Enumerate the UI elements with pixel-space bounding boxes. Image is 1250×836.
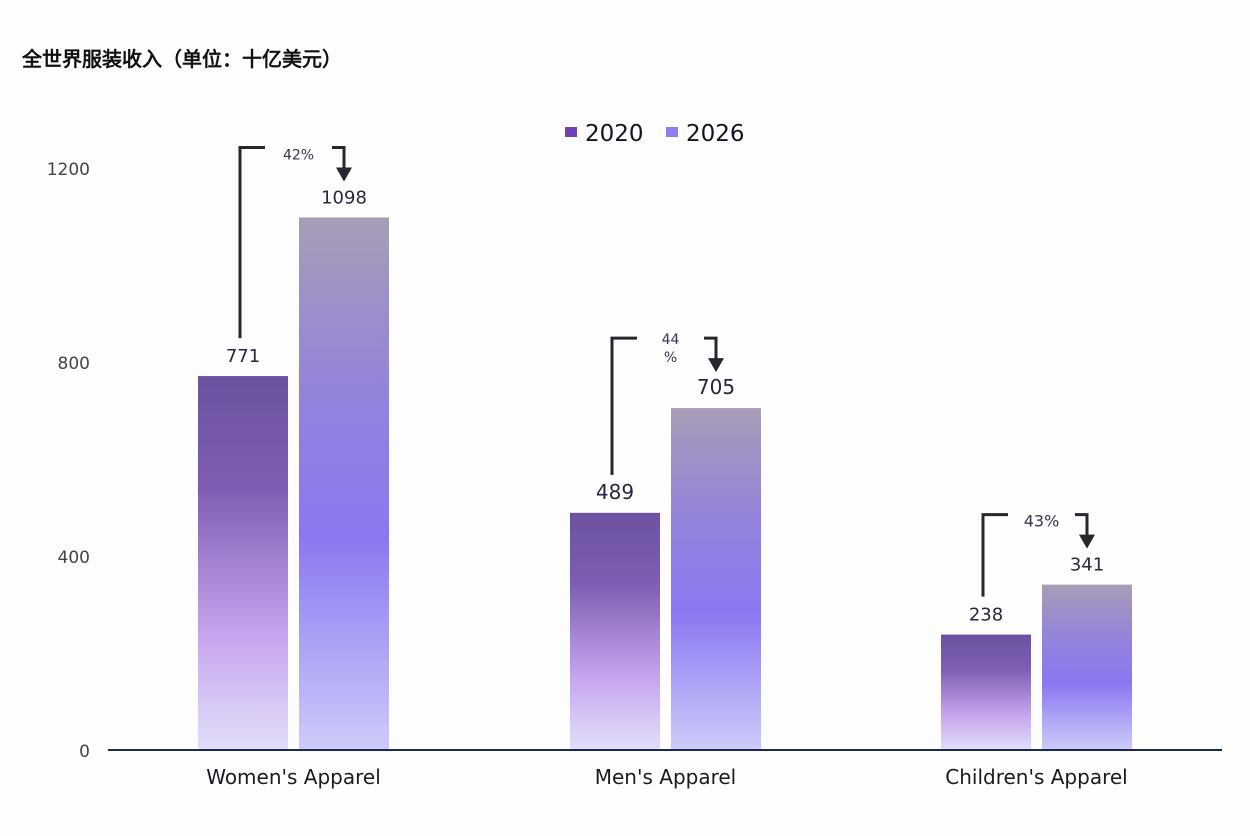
x-axis: Women's Apparel Men's Apparel Children's A… <box>206 765 1128 789</box>
bar-2026 <box>1042 584 1132 750</box>
data-label-2020: 489 <box>596 480 634 504</box>
x-tick-label: Children's Apparel <box>945 765 1127 789</box>
legend-label-2020: 2020 <box>585 121 644 147</box>
bar-2026 <box>299 217 389 751</box>
data-label-2026: 341 <box>1070 555 1104 576</box>
growth-bracket-left <box>981 513 1008 597</box>
bar-2020 <box>941 634 1031 750</box>
y-axis: 0 400 800 1200 <box>47 160 90 762</box>
bar-2026 <box>671 408 761 750</box>
legend-swatch-2026 <box>666 127 678 137</box>
growth-bracket-left <box>238 145 265 339</box>
growth-label: 42% <box>283 147 314 163</box>
growth-bracket-right <box>1075 513 1089 537</box>
arrow-down-icon <box>1079 534 1095 549</box>
data-label-2020: 238 <box>969 605 1003 626</box>
arrow-down-icon <box>708 358 724 373</box>
arrow-down-icon <box>336 167 352 182</box>
data-label-2020: 771 <box>226 346 260 367</box>
legend: 2020 2026 <box>565 121 745 147</box>
bars: 771 1098 489 705 238 341 <box>198 187 1132 751</box>
y-tick-label: 0 <box>79 742 90 762</box>
legend-label-2026: 2026 <box>686 121 745 147</box>
x-tick-label: Men's Apparel <box>595 765 736 789</box>
growth-bracket-right <box>332 145 346 170</box>
data-label-2026: 705 <box>697 375 735 399</box>
growth-label: 44% <box>662 332 680 366</box>
growth-bracket-right <box>704 336 718 361</box>
legend-swatch-2020 <box>565 127 577 137</box>
y-tick-label: 400 <box>58 548 90 568</box>
x-tick-label: Women's Apparel <box>206 765 381 789</box>
growth-bracket-left <box>610 336 637 475</box>
bar-2020 <box>570 512 660 750</box>
growth-label: 43% <box>1024 512 1060 531</box>
bar-2020 <box>198 376 288 750</box>
data-label-2026: 1098 <box>321 187 367 208</box>
y-tick-label: 1200 <box>47 160 90 180</box>
chart-title: 全世界服装收入（单位：十亿美元） <box>21 47 342 71</box>
y-tick-label: 800 <box>58 354 90 374</box>
growth-annotations: 42% 44 % 43% <box>238 145 1095 597</box>
